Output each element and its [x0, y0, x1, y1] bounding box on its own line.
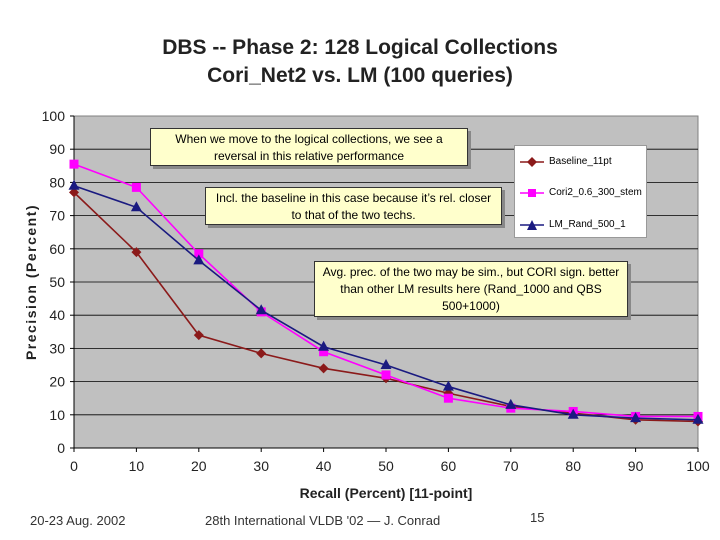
y-tick-label: 90: [49, 141, 65, 157]
data-point-0: [131, 247, 142, 258]
data-point-2: [130, 201, 142, 212]
footer-conference: 28th International VLDB '02 — J. Conrad: [205, 513, 441, 528]
y-tick-label: 50: [49, 274, 65, 290]
data-point-1: [69, 159, 79, 169]
annotation-cori: Avg. prec. of the two may be sim., but C…: [314, 261, 628, 317]
data-point-0: [256, 348, 267, 359]
legend-label-cori: Cori2_0.6_300_stem: [549, 187, 642, 198]
y-tick-label: 60: [49, 241, 65, 257]
tick-labels: 0 10 20 30 40 50 60 70 80 90 100 0 10 20 30 40 50 60 70 80 9…: [42, 108, 710, 474]
x-axis-label: Recall (Percent) [11-point]: [300, 485, 473, 501]
series-lines: [68, 159, 704, 427]
data-point-2: [630, 412, 642, 423]
y-tick-label: 10: [49, 407, 65, 423]
x-tick-label: 20: [191, 458, 207, 474]
x-tick-label: 90: [628, 458, 644, 474]
footer-date: 20-23 Aug. 2002: [30, 513, 126, 528]
data-point-0: [193, 330, 204, 341]
x-tick-label: 40: [316, 458, 332, 474]
data-point-2: [255, 304, 267, 315]
square-marker-icon: [520, 189, 544, 197]
legend-item-baseline: Baseline_11pt: [519, 155, 645, 169]
annotation-baseline: Incl. the baseline in this case because …: [205, 187, 502, 225]
data-point-2: [442, 380, 454, 391]
data-point-0: [318, 363, 329, 374]
x-tick-label: 60: [441, 458, 457, 474]
page-number: 15: [530, 510, 545, 525]
data-point-1: [381, 370, 391, 380]
data-point-2: [505, 398, 517, 409]
y-tick-label: 40: [49, 307, 65, 323]
legend-label-lm: LM_Rand_500_1: [549, 219, 626, 230]
x-tick-label: 30: [253, 458, 269, 474]
data-point-2: [567, 408, 579, 419]
y-axis-label: Precision (Percent): [23, 204, 39, 360]
data-point-2: [380, 359, 392, 369]
x-tick-label: 10: [129, 458, 145, 474]
data-point-2: [193, 254, 205, 265]
y-tick-label: 20: [49, 374, 65, 390]
y-tick-label: 100: [42, 108, 66, 124]
x-tick-label: 80: [565, 458, 581, 474]
x-tick-label: 50: [378, 458, 394, 474]
annotation-reversal: When we move to the logical collections,…: [150, 128, 468, 166]
x-tick-label: 100: [686, 458, 710, 474]
chart-subtitle: Cori_Net2 vs. LM (100 queries): [207, 64, 513, 87]
legend-item-lm: LM_Rand_500_1: [519, 218, 645, 232]
data-point-1: [443, 393, 453, 403]
y-tick-label: 70: [49, 208, 65, 224]
data-point-1: [131, 182, 141, 192]
triangle-marker-icon: [520, 220, 544, 230]
data-point-2: [692, 413, 704, 424]
x-tick-label: 70: [503, 458, 519, 474]
axes: [70, 115, 699, 452]
diamond-marker-icon: [520, 157, 544, 167]
chart-title: DBS -- Phase 2: 128 Logical Collections: [162, 36, 558, 59]
data-point-2: [68, 179, 80, 190]
legend: Baseline_11pt Cori2_0.6_300_stem LM_Rand…: [514, 145, 647, 238]
y-tick-label: 0: [57, 440, 65, 456]
y-tick-label: 80: [49, 174, 65, 190]
legend-label-baseline: Baseline_11pt: [549, 156, 612, 167]
data-point-1: [194, 249, 204, 259]
y-tick-label: 30: [49, 340, 65, 356]
data-point-2: [318, 340, 330, 351]
data-point-1: [319, 347, 329, 357]
x-tick-label: 0: [70, 458, 78, 474]
legend-item-cori: Cori2_0.6_300_stem: [519, 186, 645, 200]
data-point-0: [69, 187, 79, 198]
